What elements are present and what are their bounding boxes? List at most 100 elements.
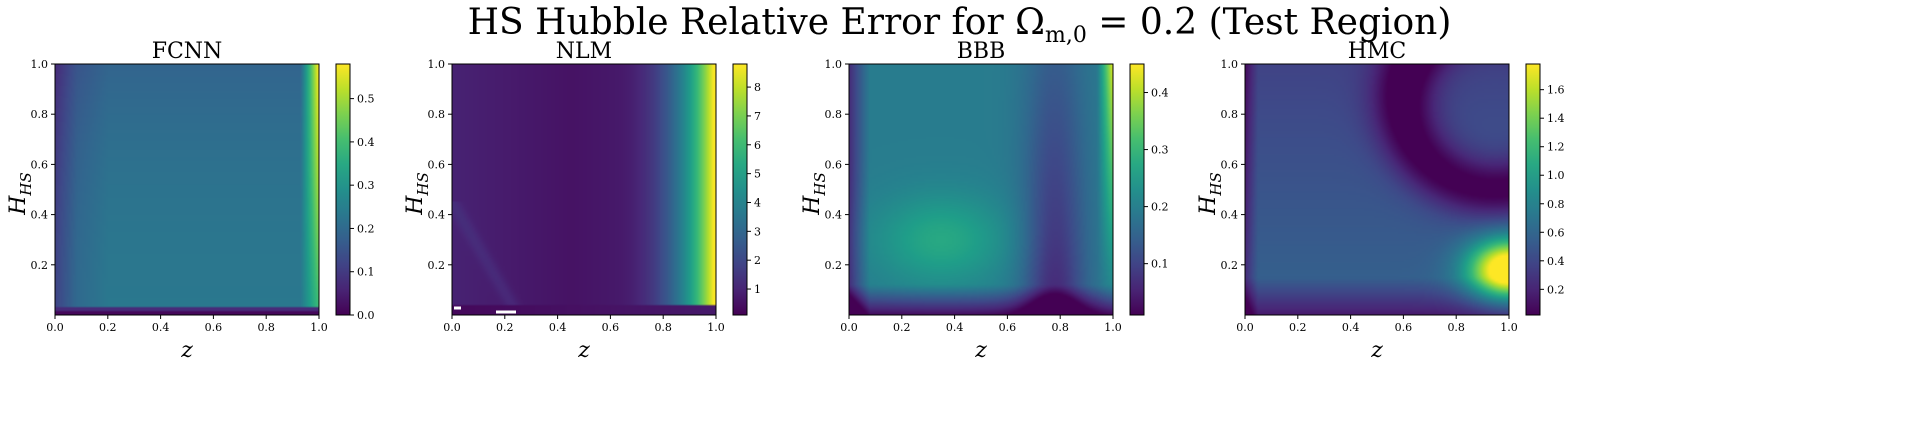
x-tick-label: 0.6 — [1395, 321, 1413, 334]
chart-panel-fcnn: FCNN 0.0 0.2 0.4 0.6 0.8 1.0 0.2 0.4 0.6 0.8 1.0 z HH… — [6, 39, 375, 363]
x-tick-label: 0.0 — [840, 321, 858, 334]
y-tick-label: 0.6 — [428, 158, 446, 171]
y-axis-label-main: H — [1196, 195, 1221, 216]
y-axis-label: HHS — [1196, 172, 1225, 216]
heatmap-image — [452, 64, 716, 315]
y-tick-label: 1.0 — [825, 58, 843, 71]
x-tick-label: 0.8 — [1447, 321, 1465, 334]
x-tick-label: 0.6 — [205, 321, 223, 334]
y-axis-label: HHS — [403, 172, 432, 216]
x-tick-label: 0.6 — [999, 321, 1017, 334]
y-tick-label: 0.4 — [825, 209, 843, 222]
x-tick-label: 1.0 — [707, 321, 725, 334]
colorbar-tick-label: 0.2 — [357, 222, 375, 235]
y-tick-label: 0.8 — [1221, 108, 1239, 121]
colorbar-tick-label: 0.4 — [357, 136, 375, 149]
x-tick-label: 0.8 — [257, 321, 275, 334]
axes-frame — [848, 63, 1114, 316]
x-tick-label: 0.2 — [99, 321, 117, 334]
panel-title: NLM — [556, 39, 612, 64]
y-tick-label: 0.6 — [31, 158, 49, 171]
y-tick-label: 0.4 — [1221, 209, 1239, 222]
y-axis-label-main: H — [6, 195, 31, 216]
colorbar-tick-label: 0.3 — [357, 179, 375, 192]
figure-title: HS Hubble Relative Error for Ωm,0 = 0.2 … — [0, 2, 1919, 48]
colorbar-tick-label: 0.8 — [1547, 198, 1565, 211]
y-axis-label-subscript: HS — [17, 172, 35, 196]
x-axis-label: z — [974, 338, 987, 363]
y-tick-label: 0.2 — [428, 259, 446, 272]
colorbar-tick-label: 0.0 — [357, 309, 375, 322]
colorbar-tick-label: 2 — [754, 254, 761, 267]
colorbar-tick-label: 1.6 — [1547, 84, 1565, 97]
colorbar-tick-label: 0.2 — [1547, 283, 1565, 296]
x-tick-label: 0.0 — [46, 321, 64, 334]
y-tick-label: 0.4 — [31, 209, 49, 222]
colorbar — [1129, 63, 1145, 316]
y-tick-label: 0.6 — [825, 158, 843, 171]
y-axis-label-subscript: HS — [811, 172, 829, 196]
y-axis-label: HHS — [6, 172, 35, 216]
chart-panel-bbb: BBB 0.0 0.2 0.4 0.6 0.8 1.0 0.2 0.4 0.6 0.8 1.0 z HHS… — [800, 39, 1169, 363]
panel-title: BBB — [957, 39, 1006, 64]
colorbar — [335, 63, 351, 316]
figure-title-prefix: HS Hubble Relative Error for Ω — [467, 2, 1045, 43]
y-tick-label: 0.8 — [31, 108, 49, 121]
colorbar-tick-label: 1.2 — [1547, 141, 1565, 154]
axes-frame — [54, 63, 320, 316]
x-tick-label: 0.2 — [1289, 321, 1307, 334]
heatmap-image — [55, 64, 319, 315]
y-axis-label-main: H — [403, 195, 428, 216]
y-axis-label-subscript: HS — [1207, 172, 1225, 196]
x-tick-label: 0.4 — [152, 321, 170, 334]
axes-frame — [1244, 63, 1510, 316]
x-tick-label: 0.2 — [893, 321, 911, 334]
y-tick-label: 0.4 — [428, 209, 446, 222]
colorbar-tick-label: 3 — [754, 225, 761, 238]
colorbar-tick-label: 0.6 — [1547, 226, 1565, 239]
figure-title-subscript: m,0 — [1044, 23, 1087, 49]
figure-title-suffix: = 0.2 (Test Region) — [1086, 2, 1452, 43]
chart-panel-nlm: NLM 0.0 0.2 0.4 0.6 0.8 1.0 0.2 0.4 0.6 0.8 1.0 z HHS… — [403, 39, 761, 363]
chart-panel-hmc: HMC 0.0 0.2 0.4 0.6 0.8 1.0 0.2 0.4 0.6 0.8 1.0 z HHS… — [1196, 39, 1565, 363]
axes-frame — [451, 63, 717, 316]
x-tick-label: 0.0 — [443, 321, 461, 334]
panel-title: HMC — [1348, 39, 1407, 64]
y-axis-label: HHS — [800, 172, 829, 216]
x-tick-label: 1.0 — [1500, 321, 1518, 334]
y-tick-label: 0.2 — [825, 259, 843, 272]
heatmap-image — [1245, 64, 1509, 315]
y-axis-label-main: H — [800, 195, 825, 216]
y-tick-label: 0.2 — [1221, 259, 1239, 272]
y-tick-label: 0.2 — [31, 259, 49, 272]
colorbar-tick-label: 0.1 — [357, 266, 375, 279]
colorbar-tick-label: 1 — [754, 283, 761, 296]
x-tick-label: 1.0 — [310, 321, 328, 334]
colorbar-tick-label: 0.4 — [1547, 255, 1565, 268]
colorbar-tick-label: 8 — [754, 81, 761, 94]
y-tick-label: 1.0 — [1221, 58, 1239, 71]
x-tick-label: 0.4 — [1342, 321, 1360, 334]
x-tick-label: 0.6 — [602, 321, 620, 334]
colorbar-tick-label: 0.2 — [1151, 201, 1169, 214]
colorbar-tick-label: 0.1 — [1151, 258, 1169, 271]
x-tick-label: 0.8 — [1051, 321, 1069, 334]
panel-title: FCNN — [152, 39, 223, 64]
x-axis-label: z — [577, 338, 590, 363]
colorbar-tick-label: 4 — [754, 196, 761, 209]
colorbar-tick-label: 1.0 — [1547, 169, 1565, 182]
y-tick-label: 1.0 — [31, 58, 49, 71]
y-tick-label: 1.0 — [428, 58, 446, 71]
x-axis-label: z — [180, 338, 193, 363]
x-axis-label: z — [1370, 338, 1383, 363]
x-tick-label: 0.4 — [946, 321, 964, 334]
colorbar-tick-label: 6 — [754, 139, 761, 152]
colorbar-tick-label: 5 — [754, 168, 761, 181]
colorbar-tick-label: 0.3 — [1151, 144, 1169, 157]
colorbar-tick-label: 0.5 — [357, 93, 375, 106]
y-tick-label: 0.6 — [1221, 158, 1239, 171]
y-tick-label: 0.8 — [825, 108, 843, 121]
x-tick-label: 0.4 — [549, 321, 567, 334]
y-axis-label-subscript: HS — [414, 172, 432, 196]
